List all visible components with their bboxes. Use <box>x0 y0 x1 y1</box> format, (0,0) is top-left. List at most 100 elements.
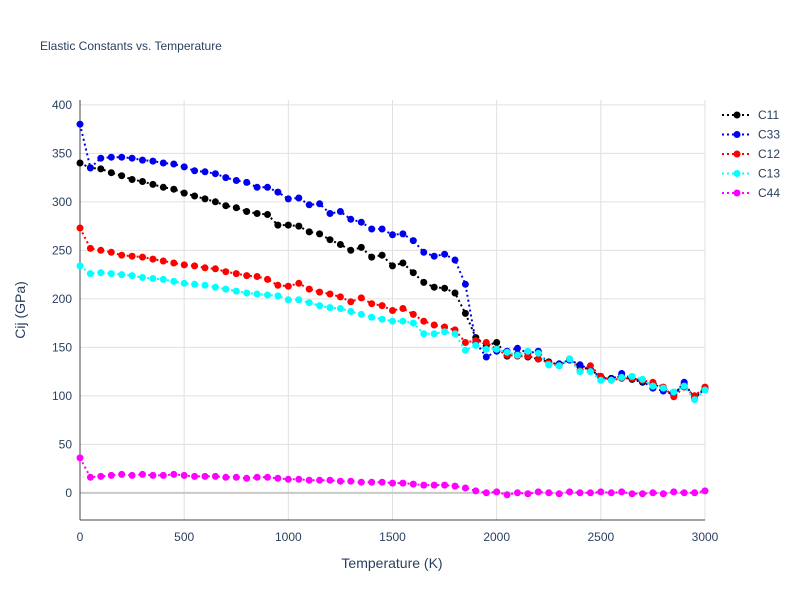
data-point-c44[interactable] <box>86 473 94 481</box>
data-point-c33[interactable] <box>430 252 438 260</box>
data-point-c11[interactable] <box>493 339 501 346</box>
data-point-c44[interactable] <box>493 488 501 496</box>
data-point-c13[interactable] <box>503 348 511 356</box>
data-point-c44[interactable] <box>211 472 219 480</box>
legend-item-c12[interactable]: C12 <box>722 147 780 161</box>
data-point-c44[interactable] <box>409 480 417 488</box>
data-point-c44[interactable] <box>149 471 157 479</box>
data-point-c13[interactable] <box>107 270 115 278</box>
data-point-c11[interactable] <box>232 204 240 212</box>
data-point-c44[interactable] <box>139 470 146 478</box>
data-point-c13[interactable] <box>357 310 365 318</box>
data-point-c13[interactable] <box>76 262 84 270</box>
data-point-c13[interactable] <box>566 355 574 363</box>
data-point-c33[interactable] <box>420 248 428 256</box>
data-point-c13[interactable] <box>514 351 521 359</box>
data-point-c13[interactable] <box>253 290 261 298</box>
data-point-c44[interactable] <box>201 472 209 480</box>
data-point-c13[interactable] <box>493 345 501 353</box>
data-point-c11[interactable] <box>274 221 282 229</box>
data-point-c13[interactable] <box>191 280 199 288</box>
data-point-c11[interactable] <box>264 211 271 218</box>
data-point-c13[interactable] <box>482 345 490 353</box>
data-point-c11[interactable] <box>128 176 136 183</box>
data-point-c11[interactable] <box>461 309 469 317</box>
data-point-c44[interactable] <box>253 473 261 481</box>
data-point-c13[interactable] <box>243 289 251 297</box>
data-point-c33[interactable] <box>326 210 334 217</box>
data-point-c44[interactable] <box>170 470 178 478</box>
data-point-c12[interactable] <box>86 244 94 252</box>
data-point-c33[interactable] <box>222 174 230 182</box>
data-point-c44[interactable] <box>264 473 271 481</box>
data-point-c13[interactable] <box>180 279 188 287</box>
data-point-c44[interactable] <box>680 489 688 497</box>
data-point-c44[interactable] <box>566 488 574 496</box>
data-point-c12[interactable] <box>441 323 449 331</box>
data-point-c13[interactable] <box>139 274 146 281</box>
data-point-c33[interactable] <box>170 160 178 168</box>
data-point-c33[interactable] <box>211 170 219 178</box>
data-point-c33[interactable] <box>451 256 459 264</box>
data-point-c13[interactable] <box>389 317 396 325</box>
data-point-c44[interactable] <box>420 481 428 489</box>
data-point-c11[interactable] <box>170 185 178 193</box>
data-point-c13[interactable] <box>639 375 646 383</box>
data-point-c33[interactable] <box>159 159 167 167</box>
data-point-c44[interactable] <box>524 490 532 498</box>
data-point-c13[interactable] <box>545 361 553 369</box>
data-point-c44[interactable] <box>378 478 386 486</box>
data-point-c44[interactable] <box>326 476 334 484</box>
data-point-c12[interactable] <box>191 262 199 270</box>
data-point-c11[interactable] <box>378 251 386 259</box>
data-point-c13[interactable] <box>128 272 136 280</box>
data-point-c44[interactable] <box>399 479 407 487</box>
data-point-c13[interactable] <box>336 305 344 312</box>
data-point-c11[interactable] <box>284 221 292 229</box>
data-point-c33[interactable] <box>107 153 115 161</box>
data-point-c12[interactable] <box>409 310 417 318</box>
data-point-c11[interactable] <box>118 172 126 180</box>
data-point-c44[interactable] <box>461 484 469 492</box>
data-point-c33[interactable] <box>461 280 469 288</box>
data-point-c44[interactable] <box>357 478 365 486</box>
legend-item-c33[interactable]: C33 <box>722 128 780 142</box>
data-point-c11[interactable] <box>441 284 449 292</box>
data-point-c44[interactable] <box>670 488 678 496</box>
data-point-c13[interactable] <box>670 388 678 396</box>
data-point-c11[interactable] <box>430 283 438 291</box>
data-point-c33[interactable] <box>139 156 146 164</box>
data-point-c44[interactable] <box>336 477 344 485</box>
data-point-c13[interactable] <box>295 296 303 304</box>
data-point-c44[interactable] <box>649 489 657 497</box>
legend-item-c11[interactable]: C11 <box>722 108 779 122</box>
data-point-c33[interactable] <box>347 215 355 223</box>
data-point-c11[interactable] <box>76 159 84 167</box>
data-point-c13[interactable] <box>649 382 657 390</box>
data-point-c44[interactable] <box>691 489 699 497</box>
data-point-c44[interactable] <box>368 478 376 486</box>
data-point-c12[interactable] <box>222 268 230 276</box>
data-point-c12[interactable] <box>305 285 313 293</box>
data-point-c13[interactable] <box>659 384 667 392</box>
data-point-c13[interactable] <box>451 330 459 338</box>
data-point-c12[interactable] <box>378 302 386 310</box>
data-point-c44[interactable] <box>503 491 511 499</box>
data-point-c11[interactable] <box>420 278 428 286</box>
data-point-c44[interactable] <box>545 489 553 497</box>
data-point-c44[interactable] <box>534 488 542 496</box>
data-point-c13[interactable] <box>441 328 449 336</box>
data-point-c33[interactable] <box>232 177 240 184</box>
data-point-c44[interactable] <box>316 476 324 484</box>
data-point-c44[interactable] <box>243 474 251 482</box>
data-point-c44[interactable] <box>232 473 240 481</box>
data-point-c33[interactable] <box>482 353 490 361</box>
data-point-c11[interactable] <box>243 208 251 215</box>
legend-item-c13[interactable]: C13 <box>722 167 780 181</box>
data-point-c12[interactable] <box>316 288 324 296</box>
data-point-c13[interactable] <box>326 304 334 312</box>
data-point-c12[interactable] <box>420 317 428 325</box>
data-point-c33[interactable] <box>399 230 407 238</box>
data-point-c44[interactable] <box>451 482 459 490</box>
data-point-c44[interactable] <box>274 474 282 482</box>
